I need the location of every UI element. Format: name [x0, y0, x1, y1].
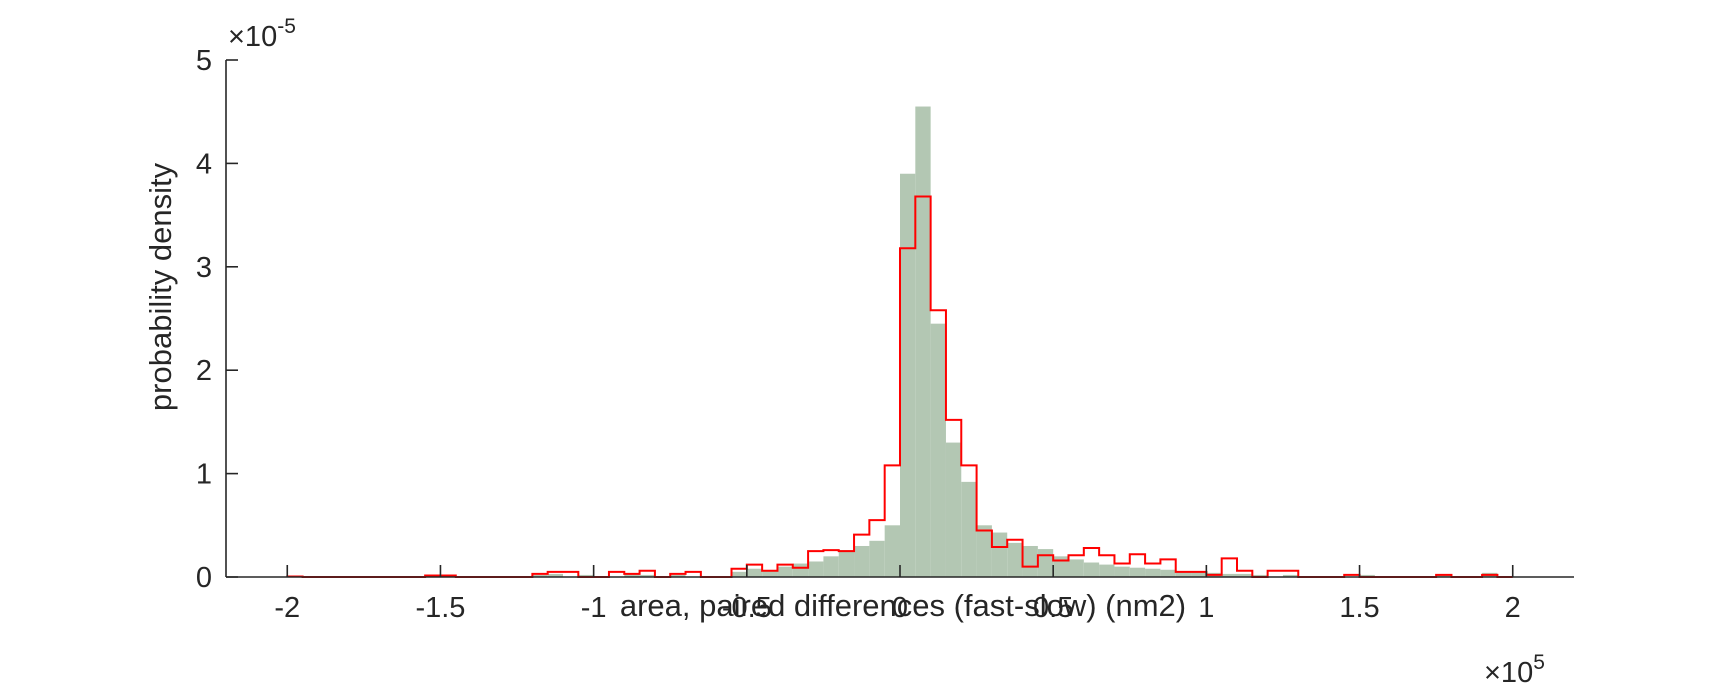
histogram-bar	[1221, 573, 1237, 577]
histogram-bar	[915, 106, 931, 577]
histogram-bar	[1053, 556, 1069, 577]
y-tick-label: 0	[196, 562, 212, 594]
x-multiplier-exponent: 5	[1533, 651, 1545, 674]
x-tick-label: 0	[892, 592, 908, 624]
histogram-bar	[731, 571, 747, 577]
x-tick-label: -2	[274, 592, 300, 624]
x-tick-label: 0.5	[1033, 592, 1073, 624]
histogram-bar	[1007, 542, 1023, 577]
histogram-bar	[808, 561, 824, 577]
histogram-bar	[1175, 571, 1192, 577]
x-tick-label: -1.5	[415, 592, 465, 624]
x-tick-label: -0.5	[722, 592, 772, 624]
histogram-bar	[777, 566, 793, 577]
histogram-bar	[1359, 574, 1375, 577]
histogram-bar	[578, 574, 594, 577]
histogram-bar	[991, 532, 1008, 577]
x-tick-label: 1	[1198, 592, 1214, 624]
histogram-bar	[1436, 574, 1452, 577]
histogram-bar	[1282, 574, 1299, 577]
svg-text:×105: ×105	[1484, 651, 1545, 689]
histogram-bar	[670, 574, 686, 577]
histogram-bar	[823, 556, 839, 577]
histogram-bar	[838, 550, 855, 577]
histogram-bar	[945, 442, 962, 577]
histogram-bar	[1022, 545, 1038, 577]
y-multiplier-base: ×10	[228, 21, 277, 53]
histogram-bar	[1129, 567, 1146, 577]
histogram-bar	[639, 574, 655, 577]
histogram-bar	[1083, 562, 1100, 577]
histogram-bar	[1191, 571, 1207, 577]
x-tick-label: 2	[1505, 592, 1521, 624]
histogram-bar	[792, 563, 809, 577]
histogram-bar	[869, 540, 885, 577]
histogram-bar	[961, 481, 977, 577]
histogram-bar	[854, 545, 870, 577]
histogram-bar	[1237, 573, 1253, 577]
histogram-bar	[1099, 564, 1115, 577]
histogram-bar	[746, 568, 763, 577]
x-tick-label: -1	[581, 592, 607, 624]
y-tick-label: 2	[196, 355, 212, 387]
histogram-bar	[1114, 566, 1130, 577]
histogram-bar	[1252, 574, 1268, 577]
filled-histogram-bars	[425, 106, 1498, 578]
y-tick-label: 3	[196, 252, 212, 284]
y-exponent-label: ×10-5	[228, 15, 296, 53]
y-tick-label: 4	[196, 148, 212, 180]
x-exponent-label: ×105	[1484, 651, 1545, 689]
histogram-bar	[1068, 559, 1084, 577]
histogram-bar	[884, 525, 900, 577]
y-multiplier-exponent: -5	[277, 15, 296, 38]
y-ticks: 0 1 2 3 4 5	[196, 45, 238, 594]
histogram-bar	[624, 573, 640, 577]
x-ticks: -2 -1.5 -1 -0.5 0 0.5 1 1.5 2	[274, 565, 1521, 624]
histogram-bar	[1037, 549, 1054, 577]
histogram-bar	[532, 574, 548, 577]
y-axis-title: probability density	[143, 162, 178, 411]
histogram-bar	[900, 173, 916, 578]
histogram-bar	[547, 573, 563, 577]
x-tick-label: 1.5	[1339, 592, 1379, 624]
histogram-bar	[1145, 568, 1161, 577]
x-multiplier-base: ×10	[1484, 657, 1533, 689]
histogram-bar	[1160, 569, 1176, 577]
histogram-bar	[930, 323, 946, 577]
y-tick-label: 5	[196, 45, 212, 77]
y-tick-label: 1	[196, 459, 212, 491]
histogram-bar	[762, 570, 778, 577]
x-axis-title: area, paired differences (fast-slow) (nm…	[620, 588, 1186, 623]
svg-text:×10-5: ×10-5	[228, 15, 296, 53]
histogram-bar	[976, 525, 992, 577]
